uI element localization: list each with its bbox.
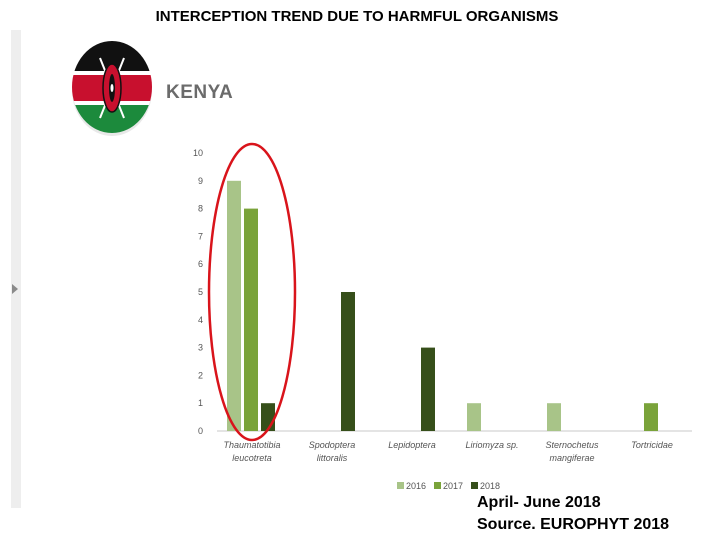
y-tick-label: 6: [198, 259, 203, 269]
y-tick-label: 5: [198, 287, 203, 297]
bar-2018-1: [341, 292, 355, 431]
y-tick-label: 7: [198, 231, 203, 241]
source-note: Source. EUROPHYT 2018: [477, 516, 670, 533]
flag-icon: [72, 41, 152, 136]
x-tick-label: Spodoptera: [309, 440, 356, 450]
legend-label: 2018: [480, 481, 500, 491]
expand-arrow-icon[interactable]: [12, 284, 18, 294]
bar-2016-4: [547, 403, 561, 431]
y-axis-ticks: 0 1 2 3 4 5 6 7 8 9 10: [193, 148, 203, 436]
x-tick-label: mangiferae: [549, 453, 594, 463]
bar-2018-2: [421, 347, 435, 431]
x-tick-label: littoralis: [317, 453, 348, 463]
y-tick-label: 10: [193, 148, 203, 158]
highlight-ellipse: [207, 142, 297, 442]
y-tick-label: 2: [198, 370, 203, 380]
kenya-flag: [70, 38, 154, 136]
country-label: KENYA: [166, 82, 234, 103]
legend-swatch-2016: [397, 482, 404, 489]
bar-2018-0: [261, 403, 275, 431]
y-tick-label: 9: [198, 176, 203, 186]
bar-2016-3: [467, 403, 481, 431]
x-axis-labels: Thaumatotibia leucotreta Spodoptera littora…: [223, 440, 672, 463]
legend-label: 2017: [443, 481, 463, 491]
x-tick-label: leucotreta: [232, 453, 272, 463]
side-panel-strip: [11, 30, 21, 508]
bar-2016-0: [227, 180, 241, 431]
legend-swatch-2017: [434, 482, 441, 489]
legend-swatch-2018: [471, 482, 478, 489]
y-tick-label: 3: [198, 343, 203, 353]
y-tick-label: 0: [198, 426, 203, 436]
bar-2017-0: [244, 208, 258, 431]
legend-label: 2016: [406, 481, 426, 491]
y-tick-label: 4: [198, 315, 203, 325]
slide-title: INTERCEPTION TREND DUE TO HARMFUL ORGANI…: [155, 8, 559, 25]
period-note: April- June 2018: [477, 494, 601, 511]
x-tick-label: Thaumatotibia: [223, 440, 280, 450]
legend: 2016 2017 2018: [397, 481, 500, 491]
x-tick-label: Lepidoptera: [388, 440, 436, 450]
bar-2017-5: [644, 403, 658, 431]
y-tick-label: 1: [198, 398, 203, 408]
bars: [227, 180, 658, 431]
y-tick-label: 8: [198, 204, 203, 214]
x-tick-label: Tortricidae: [631, 440, 673, 450]
x-tick-label: Sternochetus: [545, 440, 599, 450]
x-tick-label: Liriomyza sp.: [465, 440, 518, 450]
